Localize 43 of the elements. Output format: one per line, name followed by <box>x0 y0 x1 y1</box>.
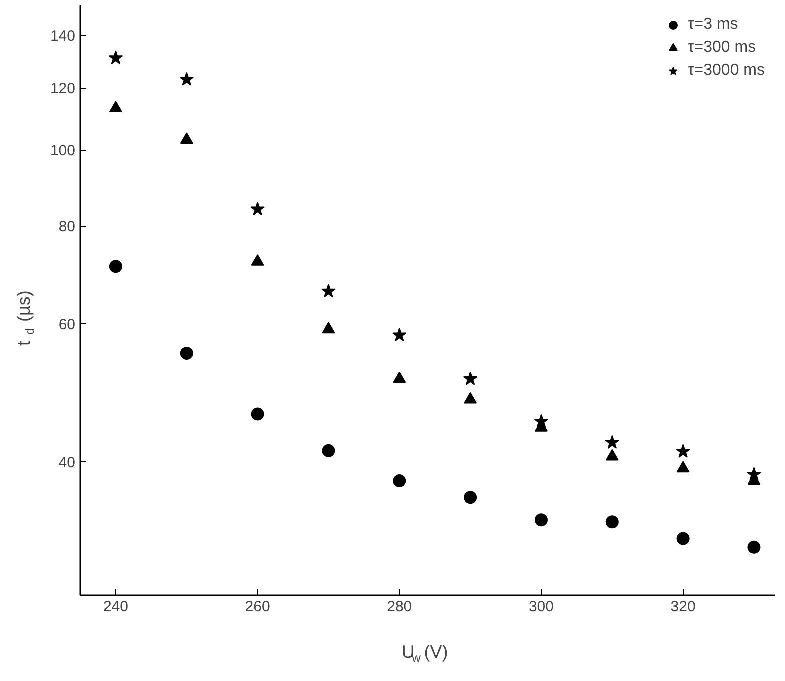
point <box>250 202 265 216</box>
point <box>606 449 619 461</box>
y-tick-label: 40 <box>58 454 76 472</box>
point <box>605 435 620 449</box>
point <box>676 444 690 458</box>
point <box>108 50 124 64</box>
point <box>322 284 336 298</box>
point <box>322 322 336 334</box>
point <box>251 254 264 266</box>
point <box>180 347 194 360</box>
point <box>464 392 478 404</box>
point <box>464 491 478 504</box>
x-tick-label: 240 <box>103 598 128 616</box>
point <box>109 101 122 113</box>
legend-label: τ=3 ms <box>688 16 738 34</box>
point <box>747 467 762 481</box>
x-tick-label: 300 <box>528 598 554 616</box>
x-tick-label: 320 <box>670 598 696 616</box>
y-tick-label: 140 <box>50 28 76 46</box>
point <box>534 514 548 527</box>
y-tick-label: 60 <box>58 316 76 334</box>
point <box>606 516 619 529</box>
point <box>676 461 690 473</box>
point <box>109 260 122 274</box>
point <box>748 540 761 554</box>
y-tick-label: 120 <box>50 80 76 98</box>
point <box>463 372 478 386</box>
point <box>676 532 690 546</box>
point <box>180 72 194 86</box>
x-tick-label: 260 <box>245 598 270 616</box>
point <box>393 474 406 488</box>
point <box>180 132 194 144</box>
y-tick-label: 80 <box>58 218 76 236</box>
point <box>251 408 264 421</box>
y-axis-title: td (µs) <box>14 290 37 346</box>
legend-label: τ=3000 ms <box>688 62 765 80</box>
y-tick-label: 100 <box>50 142 76 160</box>
point <box>393 372 406 384</box>
point <box>322 444 336 458</box>
point <box>392 328 407 342</box>
legend-label: τ=300 ms <box>688 39 756 57</box>
x-tick-label: 280 <box>387 598 412 616</box>
point <box>534 414 549 428</box>
